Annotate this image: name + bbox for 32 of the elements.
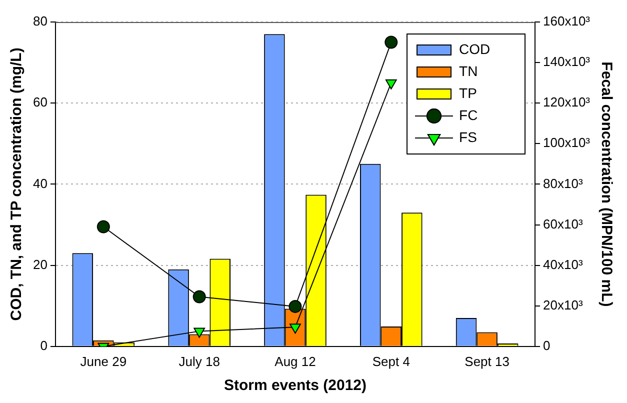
y-axis-title: COD, TN, and TP concentration (mg/L) — [8, 48, 26, 321]
y2-tick-label: 120x10³ — [543, 94, 591, 110]
point — [385, 79, 397, 90]
y2-tick-label: 0 — [543, 338, 550, 353]
x-tick-label: Sept 13 — [464, 354, 510, 369]
legend-label: FC — [459, 106, 478, 123]
y2-tick-label: 100x10³ — [543, 135, 591, 150]
point — [96, 220, 110, 234]
point — [288, 300, 302, 313]
x-axis-title: Storm events (2012) — [224, 377, 367, 394]
x-tick-label: July 18 — [178, 354, 220, 369]
x-tick-label: Aug 12 — [274, 354, 316, 369]
y-tick-label: 20 — [32, 256, 48, 272]
y2-axis-title: Fecal concentration (MPN/100 mL) — [598, 62, 615, 307]
y-tick-label: 60 — [32, 94, 48, 110]
x-tick-label: June 29 — [80, 354, 127, 369]
y2-tick-label: 40x10³ — [543, 256, 584, 272]
y2-tick-label: 140x10³ — [543, 54, 591, 70]
legend-label: COD — [459, 40, 490, 57]
y-tick-label: 80 — [32, 14, 48, 29]
x-tick-label: Sept 4 — [372, 354, 410, 369]
y2-tick-label: 20x10³ — [543, 297, 584, 312]
legend-label: TN — [459, 62, 478, 79]
legend-label: TP — [459, 84, 477, 101]
y-tick-label: 0 — [40, 338, 48, 353]
legend-label: FS — [459, 128, 477, 145]
y2-tick-label: 80x10³ — [543, 176, 584, 191]
y2-tick-label: 160x10³ — [543, 14, 591, 29]
point — [384, 36, 398, 49]
y-tick-label: 40 — [32, 176, 48, 191]
point — [192, 290, 206, 304]
y2-tick-label: 60x10³ — [543, 216, 584, 232]
